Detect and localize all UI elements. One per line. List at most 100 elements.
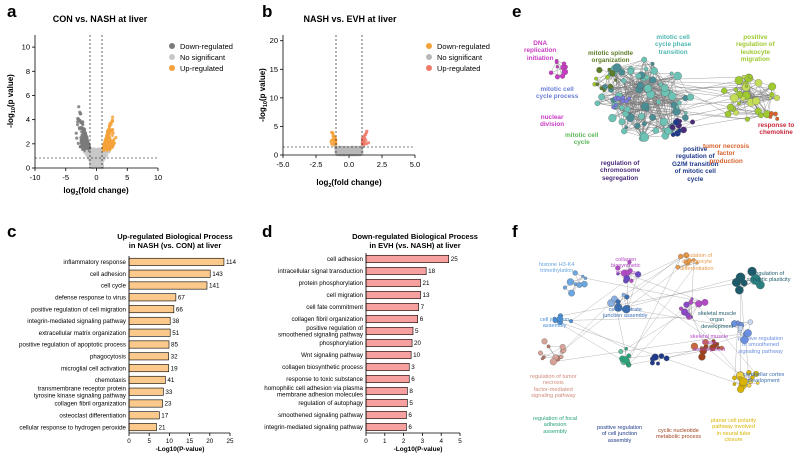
y-tick-label: 20	[270, 36, 278, 45]
bar-value-label: 51	[172, 330, 180, 337]
y-tick-label: 4	[26, 115, 30, 124]
network-node	[721, 87, 728, 94]
y-axis-label: -log10(p value)	[258, 68, 269, 122]
bar	[365, 374, 410, 384]
network-node	[583, 276, 588, 280]
bar-value-label: 5	[409, 400, 413, 407]
network-node	[683, 111, 688, 115]
network-node	[556, 315, 564, 323]
bar-value-label: 21	[158, 424, 166, 431]
network-node	[562, 285, 567, 290]
network-node	[613, 103, 618, 108]
bar-value-label: 141	[209, 283, 220, 290]
network-label: mitotic spindle organization	[588, 50, 634, 65]
network-node	[555, 65, 560, 69]
bar	[365, 278, 421, 288]
network-node	[624, 294, 630, 300]
data-point	[85, 146, 89, 150]
data-point	[93, 152, 97, 156]
network-node	[695, 261, 699, 265]
data-point	[340, 146, 344, 150]
network-node	[650, 67, 658, 75]
network-edge	[562, 298, 615, 352]
data-point	[331, 131, 335, 135]
category-label: cellular response to hydrogen peroxide	[19, 424, 126, 431]
network-label: regulation of tumor necrosis factor-medi…	[530, 374, 577, 400]
network-node	[683, 301, 690, 308]
data-point	[344, 149, 347, 153]
x-tick-label: 2.5	[377, 160, 387, 169]
data-point	[86, 152, 89, 156]
x-tick-label: 15	[186, 438, 194, 445]
data-point	[76, 141, 80, 145]
category-label: tyrosine kinase signaling pathway	[34, 392, 127, 399]
network-edge	[648, 73, 672, 89]
x-tick-label: 10	[166, 438, 174, 445]
data-point	[364, 142, 369, 146]
network-node	[572, 270, 578, 276]
network-edge	[734, 322, 739, 385]
network-edge	[611, 79, 653, 91]
network-node	[607, 67, 612, 72]
network-node	[744, 84, 749, 88]
network-edge	[615, 80, 739, 108]
category-label: cell migration	[327, 292, 364, 299]
network-edge	[637, 125, 665, 130]
network-label: regulation of focal adhesion assembly	[533, 416, 578, 435]
legend-marker	[169, 54, 175, 60]
category-label: integrin-mediated signaling pathway	[264, 424, 364, 431]
x-tick-label: 5	[125, 173, 129, 182]
network-node	[692, 258, 696, 262]
network-label: mitotic cell cycle process	[536, 86, 579, 101]
network-node	[690, 342, 699, 351]
category-label: smoothened signaling pathway	[278, 332, 364, 339]
network-node	[698, 353, 706, 361]
network-node	[737, 385, 745, 393]
data-point	[94, 165, 97, 169]
bar	[365, 338, 413, 348]
category-label: homophilic cell adhesion via plasma	[264, 385, 363, 392]
x-tick-label: 1	[383, 438, 387, 445]
data-point	[78, 144, 82, 149]
network-label: response to chemokine	[758, 122, 795, 137]
network-node	[628, 268, 633, 274]
network-edge	[748, 77, 773, 95]
network-node	[658, 353, 665, 359]
network-label: nuclear division	[540, 114, 565, 129]
network-node	[546, 344, 551, 349]
bar	[128, 364, 169, 373]
network-node	[740, 95, 746, 101]
data-point	[91, 150, 95, 154]
bar-value-label: 38	[172, 318, 180, 325]
data-point	[106, 128, 110, 133]
network-node	[753, 370, 760, 377]
network-node	[716, 346, 721, 350]
network-node	[732, 375, 737, 381]
data-point	[332, 137, 336, 141]
network-label: regulation of chondrocyte differentiatio…	[680, 253, 714, 272]
network-node	[621, 78, 627, 84]
legend-marker	[426, 65, 432, 71]
network-node	[750, 274, 761, 285]
network-node	[638, 112, 645, 120]
network-label: collagen biosynthetic process	[611, 257, 641, 276]
panel-letter-a: a	[7, 2, 17, 21]
x-tick-label: 0.0	[344, 160, 354, 169]
panel-letter-c: c	[7, 222, 17, 241]
network-node	[660, 84, 669, 92]
network-edge	[623, 80, 642, 117]
x-axis-label: -Log10(P-value)	[394, 446, 443, 453]
network-node	[609, 70, 616, 77]
data-point	[342, 151, 345, 154]
network-node	[715, 342, 720, 347]
x-tick-label: 20	[206, 438, 214, 445]
legend-marker	[169, 65, 175, 71]
network-node	[639, 132, 649, 142]
network-node	[643, 84, 652, 93]
data-point	[98, 161, 102, 164]
data-point	[77, 105, 81, 109]
bar	[365, 266, 427, 276]
data-point	[101, 155, 104, 159]
x-tick-label: 5	[458, 438, 462, 445]
data-point	[82, 141, 86, 145]
